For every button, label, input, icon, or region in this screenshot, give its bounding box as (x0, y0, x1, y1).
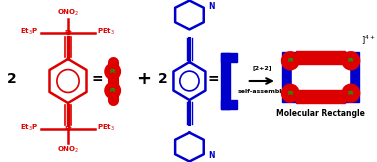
Bar (222, 53, 230, 109)
Text: Pt: Pt (287, 58, 293, 63)
Text: 2: 2 (7, 72, 17, 86)
Text: Molecular Rectangle: Molecular Rectangle (276, 109, 365, 118)
Bar (222, 100, 237, 109)
Text: Pt: Pt (64, 30, 72, 35)
Text: self-assembly: self-assembly (238, 89, 286, 94)
Bar (296, 90, 345, 103)
Bar (282, 52, 359, 102)
Circle shape (282, 52, 299, 70)
Text: N: N (208, 2, 215, 11)
Circle shape (282, 84, 299, 102)
Circle shape (105, 64, 121, 80)
Circle shape (342, 84, 360, 102)
Text: 2: 2 (158, 72, 168, 86)
Circle shape (342, 52, 360, 70)
Text: Pt: Pt (64, 127, 72, 132)
Text: ONO$_2$: ONO$_2$ (57, 145, 79, 155)
Text: Et$_3$P: Et$_3$P (20, 27, 39, 37)
Circle shape (105, 82, 121, 98)
Text: Pt: Pt (109, 88, 116, 93)
Bar (293, 63, 349, 91)
Text: [2+2]: [2+2] (252, 65, 271, 70)
Text: Pt: Pt (287, 91, 293, 96)
Text: Pt: Pt (348, 58, 354, 63)
Text: ]$^{4+}$: ]$^{4+}$ (362, 34, 376, 47)
Text: +: + (136, 70, 151, 88)
Text: =: = (208, 72, 219, 86)
Text: PEt$_3$: PEt$_3$ (97, 123, 115, 133)
Text: PEt$_3$: PEt$_3$ (97, 27, 115, 37)
Bar (222, 53, 237, 62)
Bar (296, 51, 345, 64)
Text: ONO$_2$: ONO$_2$ (57, 8, 79, 18)
Text: N: N (208, 151, 215, 160)
Text: Pt: Pt (348, 91, 354, 96)
Text: Et$_3$P: Et$_3$P (20, 123, 39, 133)
Text: Pt: Pt (109, 69, 116, 74)
Text: =: = (91, 72, 103, 86)
